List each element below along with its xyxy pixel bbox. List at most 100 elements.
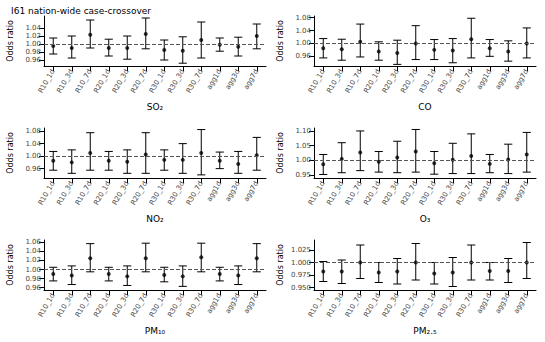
svg-text:R20_1d: R20_1d xyxy=(92,180,112,207)
svg-text:R20_3d: R20_3d xyxy=(381,292,401,319)
svg-text:R30_1d: R30_1d xyxy=(418,292,438,319)
svg-text:0.96: 0.96 xyxy=(25,284,41,292)
svg-text:NO₂: NO₂ xyxy=(146,214,164,224)
svg-text:R30_7d: R30_7d xyxy=(455,292,475,319)
svg-text:R30_3d: R30_3d xyxy=(436,68,456,95)
svg-text:1.000: 1.000 xyxy=(291,259,311,267)
svg-text:agg1d: agg1d xyxy=(205,180,223,203)
svg-text:R30_7d: R30_7d xyxy=(185,292,205,319)
svg-text:R30_1d: R30_1d xyxy=(418,68,438,95)
svg-text:agg3d: agg3d xyxy=(224,68,242,91)
svg-text:R30_3d: R30_3d xyxy=(436,180,456,207)
svg-text:I61 nation-wide case-crossover: I61 nation-wide case-crossover xyxy=(11,6,151,16)
svg-text:R10_1d: R10_1d xyxy=(37,180,57,207)
svg-text:R10_7d: R10_7d xyxy=(344,180,364,207)
svg-text:R20_1d: R20_1d xyxy=(362,180,382,207)
svg-text:1.04: 1.04 xyxy=(295,27,311,35)
svg-text:R10_3d: R10_3d xyxy=(55,292,75,319)
svg-text:agg3d: agg3d xyxy=(494,180,512,203)
svg-text:R10_1d: R10_1d xyxy=(307,180,327,207)
svg-text:R20_3d: R20_3d xyxy=(111,292,131,319)
svg-text:agg7d: agg7d xyxy=(242,292,260,315)
svg-text:agg7d: agg7d xyxy=(512,292,530,315)
svg-text:1.02: 1.02 xyxy=(25,256,41,264)
svg-text:R20_3d: R20_3d xyxy=(111,68,131,95)
svg-text:Odds ratio: Odds ratio xyxy=(276,132,285,174)
svg-text:R10_1d: R10_1d xyxy=(37,68,57,95)
svg-text:agg1d: agg1d xyxy=(475,68,493,91)
svg-text:R30_1d: R30_1d xyxy=(148,292,168,319)
svg-text:Odds ratio: Odds ratio xyxy=(6,132,15,174)
svg-text:R10_7d: R10_7d xyxy=(344,292,364,319)
svg-text:0.96: 0.96 xyxy=(295,52,311,60)
svg-text:R20_3d: R20_3d xyxy=(381,180,401,207)
svg-text:R20_1d: R20_1d xyxy=(92,292,112,319)
svg-text:R10_1d: R10_1d xyxy=(307,292,327,319)
svg-text:agg7d: agg7d xyxy=(512,68,530,91)
svg-text:R30_7d: R30_7d xyxy=(455,180,475,207)
svg-text:R10_7d: R10_7d xyxy=(344,68,364,95)
svg-text:1.00: 1.00 xyxy=(25,266,41,274)
svg-text:1.00: 1.00 xyxy=(295,39,311,47)
svg-text:PM₁₀: PM₁₀ xyxy=(145,326,166,336)
svg-text:0.98: 0.98 xyxy=(25,275,41,283)
svg-text:R10_7d: R10_7d xyxy=(74,292,94,319)
svg-text:R10_7d: R10_7d xyxy=(74,180,94,207)
svg-text:R30_3d: R30_3d xyxy=(166,180,186,207)
svg-text:R30_7d: R30_7d xyxy=(185,180,205,207)
svg-text:Odds ratio: Odds ratio xyxy=(6,20,15,62)
svg-text:0.96: 0.96 xyxy=(25,56,41,64)
svg-text:agg7d: agg7d xyxy=(242,68,260,91)
svg-text:R10_3d: R10_3d xyxy=(55,180,75,207)
svg-text:R30_7d: R30_7d xyxy=(455,68,475,95)
svg-text:1.04: 1.04 xyxy=(25,247,41,255)
svg-text:Odds ratio: Odds ratio xyxy=(276,244,285,286)
svg-text:1.025: 1.025 xyxy=(291,246,311,254)
svg-text:1.08: 1.08 xyxy=(295,14,311,22)
svg-text:R30_3d: R30_3d xyxy=(166,68,186,95)
svg-text:R20_7d: R20_7d xyxy=(129,180,149,207)
svg-text:R30_3d: R30_3d xyxy=(436,292,456,319)
svg-text:R10_3d: R10_3d xyxy=(325,180,345,207)
svg-text:agg1d: agg1d xyxy=(205,68,223,91)
svg-text:SO₂: SO₂ xyxy=(147,102,164,112)
svg-text:1.04: 1.04 xyxy=(25,24,41,32)
svg-text:R30_1d: R30_1d xyxy=(148,68,168,95)
svg-text:0.950: 0.950 xyxy=(291,284,311,292)
svg-text:CO: CO xyxy=(418,102,431,112)
svg-text:1.08: 1.08 xyxy=(25,127,41,135)
svg-text:R20_7d: R20_7d xyxy=(399,180,419,207)
svg-text:0.96: 0.96 xyxy=(25,165,41,173)
svg-text:agg7d: agg7d xyxy=(512,180,530,203)
svg-text:1.10: 1.10 xyxy=(295,127,311,135)
svg-text:R20_7d: R20_7d xyxy=(129,292,149,319)
svg-text:R20_7d: R20_7d xyxy=(399,68,419,95)
svg-text:Odds ratio: Odds ratio xyxy=(276,20,285,62)
svg-text:R10_3d: R10_3d xyxy=(325,292,345,319)
svg-text:0.95: 0.95 xyxy=(295,171,311,179)
svg-text:R30_1d: R30_1d xyxy=(418,180,438,207)
svg-text:R20_3d: R20_3d xyxy=(111,180,131,207)
svg-text:R30_7d: R30_7d xyxy=(185,68,205,95)
svg-text:1.00: 1.00 xyxy=(295,156,311,164)
svg-text:agg1d: agg1d xyxy=(475,180,493,203)
svg-text:0.98: 0.98 xyxy=(25,48,41,56)
svg-text:agg1d: agg1d xyxy=(205,292,223,315)
svg-text:R30_1d: R30_1d xyxy=(148,180,168,207)
svg-text:R10_3d: R10_3d xyxy=(325,68,345,95)
svg-text:R10_3d: R10_3d xyxy=(55,68,75,95)
svg-text:R30_3d: R30_3d xyxy=(166,292,186,319)
svg-text:R10_1d: R10_1d xyxy=(307,68,327,95)
svg-text:R20_1d: R20_1d xyxy=(362,292,382,319)
svg-text:1.02: 1.02 xyxy=(25,32,41,40)
svg-text:1.06: 1.06 xyxy=(25,238,41,246)
svg-text:R20_1d: R20_1d xyxy=(92,68,112,95)
svg-text:R20_7d: R20_7d xyxy=(399,292,419,319)
svg-text:R10_1d: R10_1d xyxy=(37,292,57,319)
svg-text:agg3d: agg3d xyxy=(494,292,512,315)
svg-text:O₃: O₃ xyxy=(420,214,431,224)
svg-text:R10_7d: R10_7d xyxy=(74,68,94,95)
svg-text:Odds ratio: Odds ratio xyxy=(6,244,15,286)
svg-text:R20_7d: R20_7d xyxy=(129,68,149,95)
svg-text:agg3d: agg3d xyxy=(224,180,242,203)
